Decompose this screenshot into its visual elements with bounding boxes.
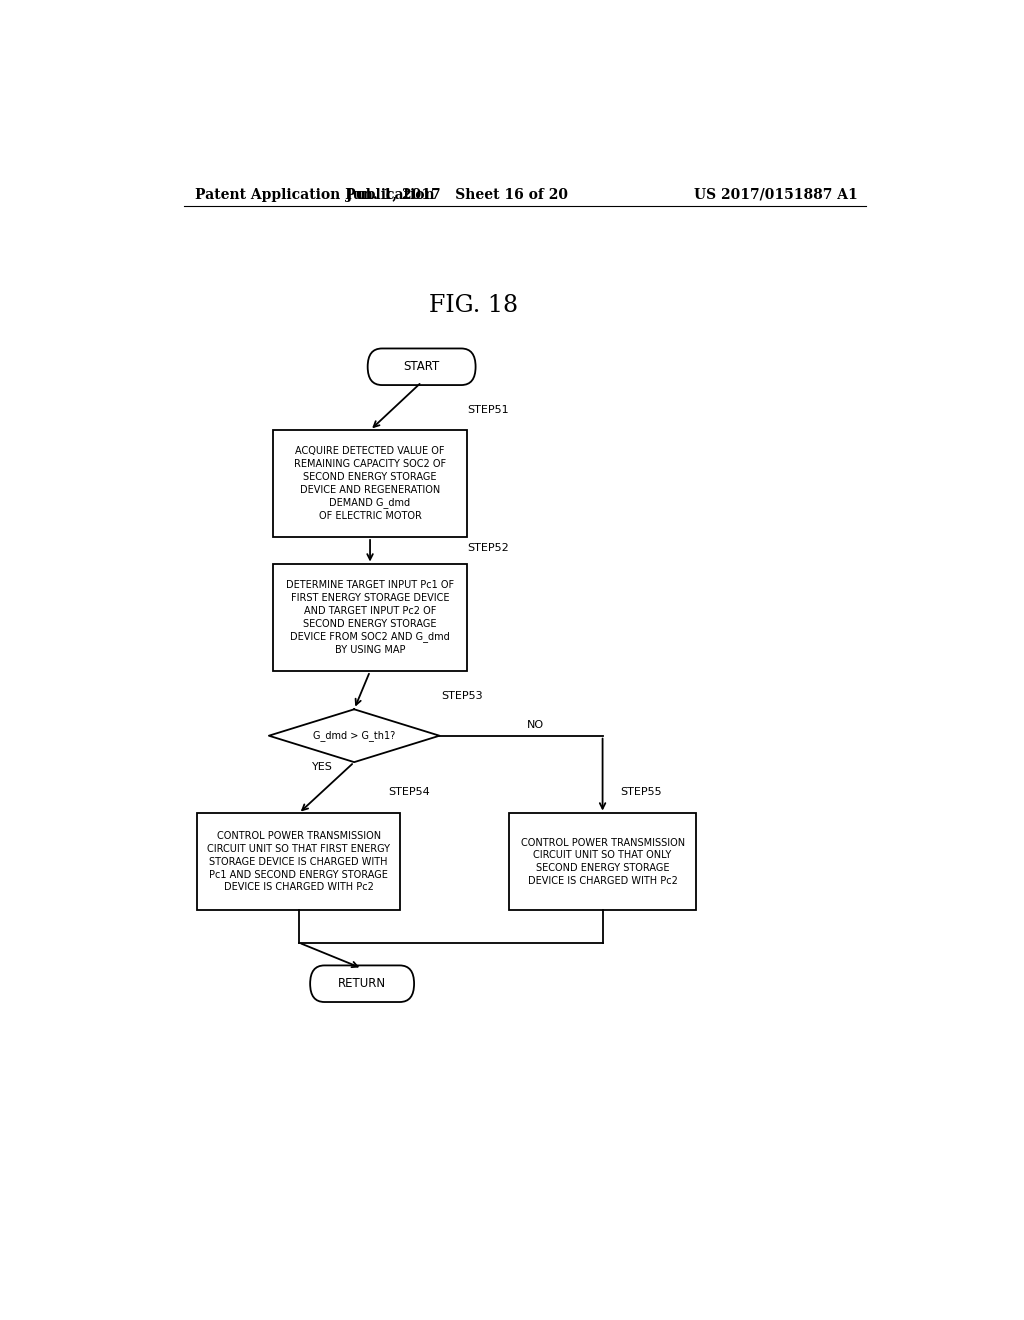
Text: STEP54: STEP54 [388, 787, 430, 797]
Text: RETURN: RETURN [338, 977, 386, 990]
Bar [509, 813, 696, 909]
Text: STEP51: STEP51 [468, 404, 509, 414]
Text: STEP53: STEP53 [441, 692, 483, 701]
Text: Jun. 1, 2017   Sheet 16 of 20: Jun. 1, 2017 Sheet 16 of 20 [346, 187, 568, 202]
Text: FIG. 18: FIG. 18 [429, 294, 518, 317]
Bar [198, 813, 399, 909]
Text: STEP55: STEP55 [620, 787, 662, 797]
Bar [272, 430, 467, 537]
Text: Patent Application Publication: Patent Application Publication [196, 187, 435, 202]
Polygon shape [269, 709, 439, 762]
Text: ACQUIRE DETECTED VALUE OF
REMAINING CAPACITY SOC2 OF
SECOND ENERGY STORAGE
DEVIC: ACQUIRE DETECTED VALUE OF REMAINING CAPA… [294, 446, 446, 521]
Bar [272, 565, 467, 671]
Text: DETERMINE TARGET INPUT Pc1 OF
FIRST ENERGY STORAGE DEVICE
AND TARGET INPUT Pc2 O: DETERMINE TARGET INPUT Pc1 OF FIRST ENER… [286, 581, 454, 655]
Text: CONTROL POWER TRANSMISSION
CIRCUIT UNIT SO THAT ONLY
SECOND ENERGY STORAGE
DEVIC: CONTROL POWER TRANSMISSION CIRCUIT UNIT … [520, 838, 685, 886]
Text: STEP52: STEP52 [468, 543, 509, 553]
Text: CONTROL POWER TRANSMISSION
CIRCUIT UNIT SO THAT FIRST ENERGY
STORAGE DEVICE IS C: CONTROL POWER TRANSMISSION CIRCUIT UNIT … [207, 832, 390, 892]
Text: US 2017/0151887 A1: US 2017/0151887 A1 [694, 187, 858, 202]
Text: START: START [403, 360, 439, 374]
Text: YES: YES [312, 762, 333, 772]
FancyBboxPatch shape [368, 348, 475, 385]
Text: G_dmd > G_th1?: G_dmd > G_th1? [313, 730, 395, 741]
FancyBboxPatch shape [310, 965, 414, 1002]
Text: NO: NO [526, 719, 544, 730]
